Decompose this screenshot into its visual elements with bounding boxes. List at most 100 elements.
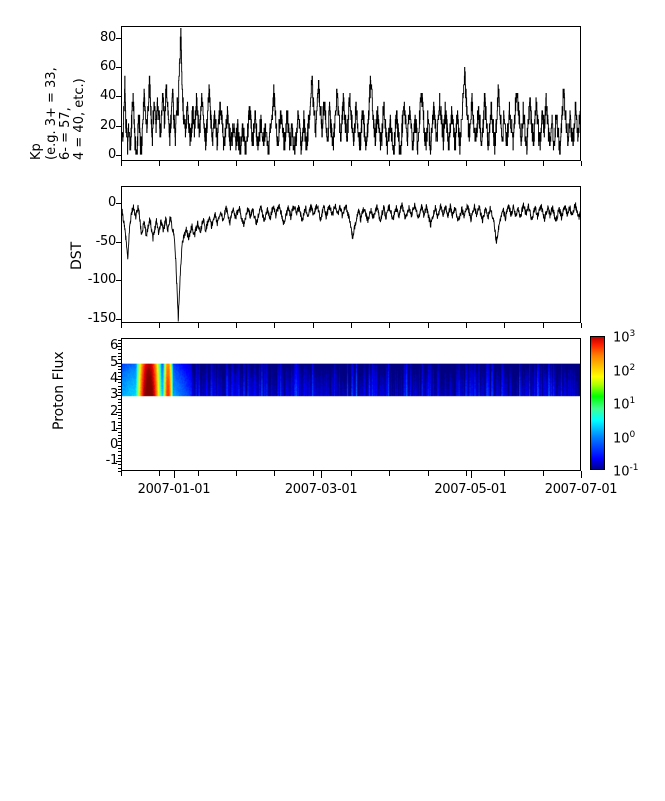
y-tick-label: 0 [108,195,116,211]
y-minor-tick [118,369,121,370]
colorbar-tick-label: 10-1 [613,463,639,480]
y-tick-label: 5 [110,354,118,370]
y-minor-tick [118,451,121,452]
kp-axis-title: Kp [29,143,44,160]
y-minor-tick [118,379,121,380]
y-minor-tick [118,425,121,426]
y-tick-mark [116,96,121,97]
kp-axis-note-2: 6- = 57, [58,107,73,160]
kp-axis-note-3: 4 = 40, etc.) [72,78,87,160]
y-minor-tick [118,435,121,436]
y-minor-tick [118,438,121,439]
kp-panel-trace [122,28,580,154]
y-minor-tick [118,343,121,344]
y-minor-tick [118,353,121,354]
kp-axis-note-1: (e.g. 3+ = 33, [44,67,59,160]
y-tick-label: -1 [105,453,119,469]
y-tick-label: 80 [100,29,116,45]
y-minor-tick [118,448,121,449]
y-tick-mark [116,67,121,68]
y-tick-mark [116,203,121,204]
colorbar-tick-label: 102 [613,362,636,379]
y-tick-label: 20 [100,117,116,133]
y-minor-tick [118,392,121,393]
x-tick-label: 2007-03-01 [284,482,358,497]
x-tick-mark [121,471,122,476]
x-tick-mark [236,471,237,476]
x-major-tick [321,471,322,478]
x-tick-mark [159,471,160,476]
y-tick-label: 4 [110,371,118,387]
y-minor-tick [118,372,121,373]
x-tick-mark [351,471,352,476]
x-tick-mark [274,471,275,476]
x-tick-mark [389,323,390,328]
y-minor-tick [118,422,121,423]
x-tick-mark [351,161,352,166]
y-tick-mark [116,280,121,281]
x-tick-mark [581,161,582,166]
y-minor-tick [118,471,121,472]
y-tick-label: 0 [108,147,116,163]
x-tick-mark [121,323,122,328]
x-tick-mark [313,323,314,328]
y-minor-tick [118,428,121,429]
y-tick-label: 2 [110,403,118,419]
y-minor-tick [118,412,121,413]
x-tick-mark [389,471,390,476]
colorbar-tick-label: 100 [613,429,636,446]
y-minor-tick [118,399,121,400]
y-minor-tick [118,346,121,347]
x-tick-mark [121,161,122,166]
y-minor-tick [118,376,121,377]
y-minor-tick [118,359,121,360]
y-minor-tick [118,356,121,357]
x-tick-mark [428,161,429,166]
x-tick-mark [351,323,352,328]
y-minor-tick [118,395,121,396]
y-minor-tick [118,382,121,383]
y-minor-tick [118,405,121,406]
y-minor-tick [118,464,121,465]
y-tick-label: -150 [87,311,117,327]
y-minor-tick [118,389,121,390]
y-tick-mark [116,155,121,156]
y-minor-tick [118,402,121,403]
y-minor-tick [118,409,121,410]
y-tick-label: 40 [100,88,116,104]
x-tick-mark [389,161,390,166]
dst-panel-trace [122,202,580,321]
y-minor-tick [118,432,121,433]
x-tick-mark [466,323,467,328]
y-tick-label: 60 [100,59,116,75]
proton-flux-spectrogram [122,339,580,470]
y-tick-mark [116,242,121,243]
x-tick-label: 2007-05-01 [434,482,507,497]
x-tick-mark [466,161,467,166]
x-tick-label: 2007-01-01 [137,482,211,497]
y-minor-tick [118,366,121,367]
dst-series-plot [122,187,580,322]
x-tick-mark [274,161,275,166]
y-tick-label: 3 [110,387,118,403]
x-tick-mark [198,323,199,328]
figure-canvas: 0 20 40 60 80 Kp (e.g. 3+ = 33, 6- = 57, 4 =… [29,26,639,497]
y-minor-tick [118,468,121,469]
kp-plot-panel [121,26,581,161]
x-tick-mark [504,323,505,328]
y-minor-tick [118,349,121,350]
x-major-tick [581,471,582,478]
y-minor-tick [118,458,121,459]
dst-axis-title: DST [69,241,85,270]
colorbar-tick-label: 103 [613,329,636,346]
x-tick-mark [428,323,429,328]
y-minor-tick [118,455,121,456]
x-tick-mark [504,471,505,476]
x-tick-mark [543,323,544,328]
y-tick-label: 0 [110,436,118,452]
y-minor-tick [118,461,121,462]
y-minor-tick [118,363,121,364]
x-tick-mark [313,161,314,166]
y-minor-tick [118,340,121,341]
kp-series-plot [122,27,580,160]
